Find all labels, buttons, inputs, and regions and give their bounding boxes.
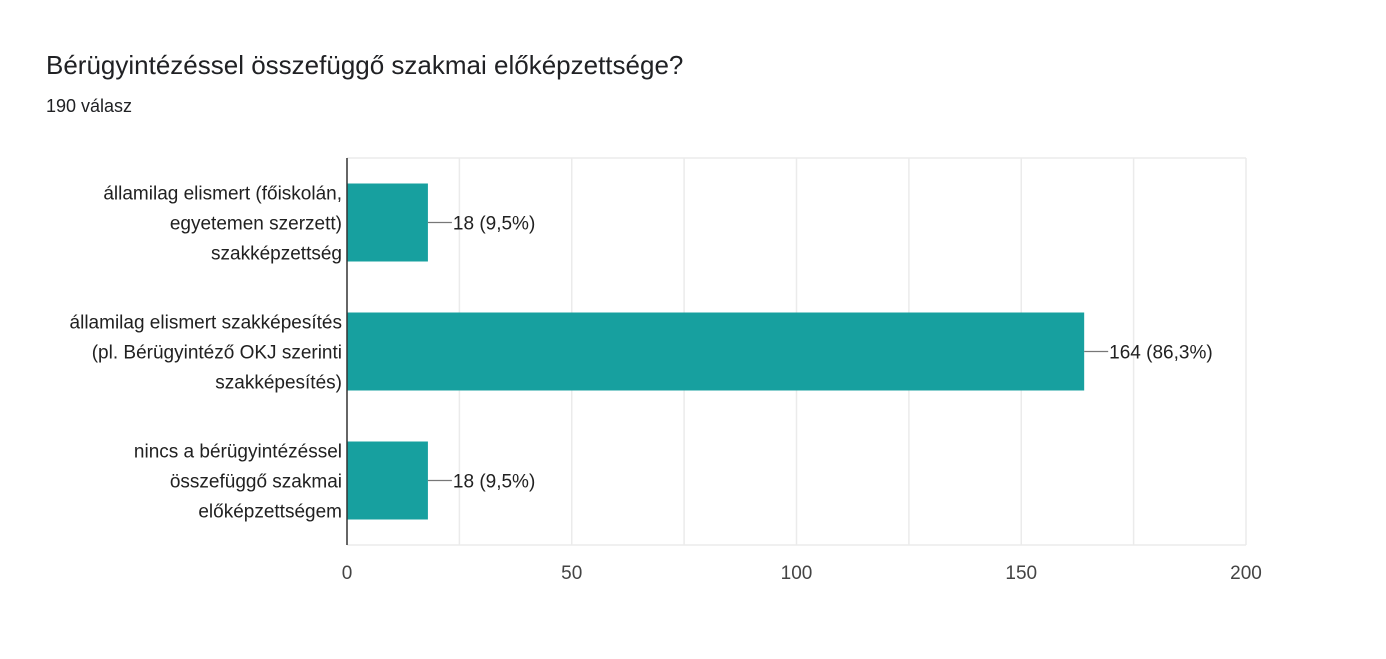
- category-label: szakképesítés): [215, 373, 342, 394]
- x-tick-label: 50: [561, 563, 582, 584]
- category-label: szakképzettség: [211, 244, 342, 265]
- x-tick-label: 0: [342, 563, 353, 584]
- category-label: összefüggő szakmai: [170, 472, 342, 493]
- data-label: 18 (9,5%): [453, 472, 535, 493]
- category-label: (pl. Bérügyintéző OKJ szerinti: [92, 343, 342, 364]
- category-label: egyetemen szerzett): [170, 214, 342, 235]
- x-tick-label: 150: [1005, 563, 1037, 584]
- category-label: államilag elismert szakképesítés: [70, 313, 342, 334]
- x-tick-label: 100: [781, 563, 813, 584]
- bar: [347, 312, 1085, 391]
- bar: [347, 441, 428, 520]
- category-label: államilag elismert (főiskolán,: [103, 184, 342, 205]
- data-label: 164 (86,3%): [1109, 343, 1213, 364]
- response-count: 190 válasz: [46, 96, 133, 116]
- category-label: nincs a bérügyintézéssel: [134, 442, 342, 463]
- data-label: 18 (9,5%): [453, 214, 535, 235]
- category-label: előképzettségem: [198, 502, 342, 523]
- bar: [347, 183, 428, 262]
- x-tick-label: 200: [1230, 563, 1262, 584]
- chart-title: Bérügyintézéssel összefüggő szakmai elők…: [46, 50, 684, 80]
